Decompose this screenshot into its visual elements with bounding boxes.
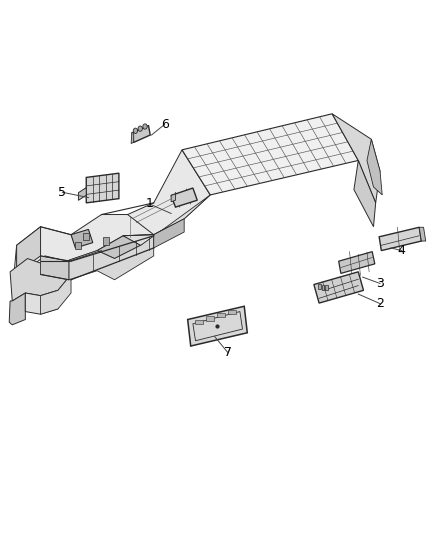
Polygon shape (86, 173, 119, 203)
Bar (228, 310, 236, 314)
Polygon shape (171, 194, 176, 202)
Text: 2: 2 (376, 297, 384, 310)
Polygon shape (182, 114, 358, 195)
Polygon shape (187, 306, 247, 346)
Polygon shape (131, 132, 134, 143)
Polygon shape (367, 139, 382, 195)
Polygon shape (71, 229, 93, 248)
Polygon shape (339, 252, 375, 273)
Text: 5: 5 (58, 186, 66, 199)
Polygon shape (314, 272, 364, 303)
Bar (206, 317, 214, 320)
Polygon shape (379, 227, 421, 251)
Polygon shape (97, 236, 141, 259)
Polygon shape (14, 150, 210, 269)
Polygon shape (17, 227, 41, 273)
Bar (74, 241, 81, 249)
Polygon shape (154, 219, 184, 248)
Polygon shape (41, 274, 71, 314)
Circle shape (143, 124, 147, 129)
Text: 6: 6 (161, 118, 169, 131)
Polygon shape (354, 160, 376, 227)
Bar (325, 285, 328, 290)
Circle shape (133, 128, 138, 133)
Text: 4: 4 (398, 244, 406, 257)
Text: 1: 1 (145, 197, 153, 211)
Polygon shape (123, 195, 210, 245)
Text: 7: 7 (224, 346, 232, 359)
Bar (103, 237, 109, 245)
Polygon shape (78, 188, 86, 200)
Bar (322, 285, 324, 290)
Polygon shape (41, 256, 69, 280)
Circle shape (138, 126, 142, 131)
Text: 3: 3 (376, 277, 384, 290)
Polygon shape (419, 227, 426, 241)
Polygon shape (9, 293, 25, 325)
Bar (195, 319, 203, 324)
Bar (318, 284, 321, 289)
Bar (217, 313, 225, 317)
Bar (83, 232, 89, 240)
Polygon shape (132, 125, 150, 142)
Polygon shape (69, 235, 154, 280)
Polygon shape (10, 259, 71, 301)
Polygon shape (25, 290, 58, 314)
Polygon shape (171, 188, 197, 207)
Polygon shape (332, 114, 380, 203)
